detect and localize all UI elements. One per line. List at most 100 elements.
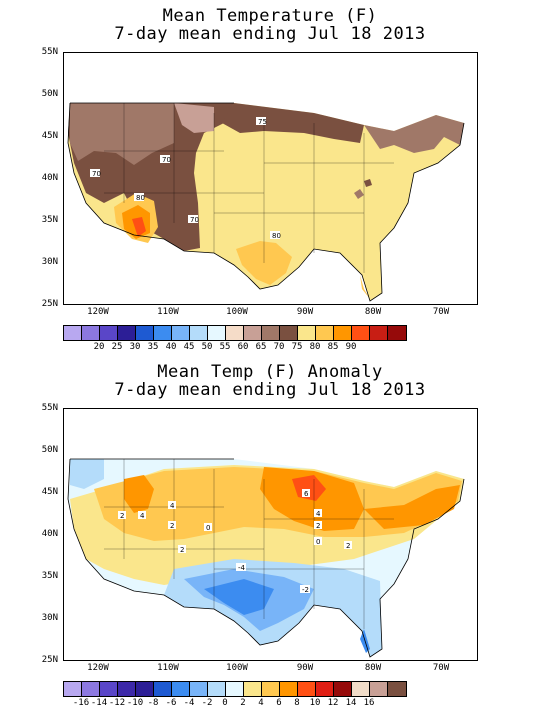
contour-label: 75 <box>258 118 267 126</box>
colorbar-label: 30 <box>129 342 141 352</box>
contour-label: 2 <box>180 546 184 554</box>
contour-label: 6 <box>304 490 309 498</box>
colorbar-label: 60 <box>237 342 249 352</box>
lat-label: 25N <box>41 299 58 309</box>
colorbar-label: 14 <box>345 698 357 708</box>
colorbar-label: -2 <box>201 698 213 708</box>
lon-label: 90W <box>296 307 314 317</box>
colorbar-swatch <box>334 682 352 696</box>
anomaly-map: 2 4 2 0 2 4 -4 -2 6 4 2 0 2 <box>63 408 478 661</box>
lat-label: 45N <box>41 131 58 141</box>
contour-label: 0 <box>316 538 320 546</box>
colorbar-swatch <box>352 682 370 696</box>
colorbar-label: 2 <box>240 698 246 708</box>
contour-label: 70 <box>162 156 171 164</box>
colorbar-swatch <box>280 326 298 340</box>
colorbar-label: 4 <box>258 698 264 708</box>
colorbar-swatch <box>208 682 226 696</box>
tan-region <box>70 103 174 165</box>
lat-label: 50N <box>41 445 58 455</box>
colorbar-label: 75 <box>291 342 303 352</box>
lon-label: 120W <box>87 307 109 317</box>
colorbar-swatch <box>172 682 190 696</box>
lon-label: 110W <box>157 663 179 673</box>
colorbar-swatch <box>298 326 316 340</box>
colorbar-swatch <box>244 682 262 696</box>
colorbar-label: -6 <box>165 698 177 708</box>
colorbar-swatch <box>280 682 298 696</box>
contour-label: -2 <box>302 586 309 594</box>
colorbar-swatch <box>82 682 100 696</box>
colorbar-label: 12 <box>327 698 339 708</box>
lon-label: 80W <box>364 663 382 673</box>
colorbar-swatch <box>334 326 352 340</box>
lat-label: 40N <box>41 173 58 183</box>
lon-label: 90W <box>296 663 314 673</box>
lat-label: 30N <box>41 257 58 267</box>
colorbar-label: -4 <box>183 698 195 708</box>
colorbar-swatch <box>244 326 262 340</box>
colorbar-swatch <box>190 682 208 696</box>
contour-label: 2 <box>316 522 320 530</box>
colorbar-swatch <box>352 326 370 340</box>
colorbar-swatch <box>298 682 316 696</box>
lon-label: 70W <box>432 663 450 673</box>
colorbar-label: 40 <box>165 342 177 352</box>
colorbar-swatch <box>316 326 334 340</box>
lat-label: 55N <box>41 403 58 413</box>
contour-label: 2 <box>170 522 174 530</box>
panel1-colorbar <box>63 325 407 341</box>
lon-label: 80W <box>364 307 382 317</box>
lon-label: 120W <box>87 663 109 673</box>
colorbar-label: 55 <box>219 342 231 352</box>
colorbar-label: 65 <box>255 342 267 352</box>
colorbar-label: 25 <box>111 342 123 352</box>
lon-label: 70W <box>432 307 450 317</box>
colorbar-label: 16 <box>363 698 375 708</box>
panel2-subtitle: 7-day mean ending Jul 18 2013 <box>114 380 426 400</box>
colorbar-swatch <box>64 682 82 696</box>
colorbar-label: 8 <box>294 698 300 708</box>
colorbar-swatch <box>64 326 82 340</box>
colorbar-label: 20 <box>93 342 105 352</box>
colorbar-label: 0 <box>222 698 228 708</box>
colorbar-label: -14 <box>90 698 108 708</box>
contour-label: 0 <box>206 524 210 532</box>
panel1-title: Mean Temperature (F) <box>162 6 378 26</box>
colorbar-label: 90 <box>345 342 357 352</box>
lon-label: 110W <box>157 307 179 317</box>
colorbar-swatch <box>154 682 172 696</box>
colorbar-swatch <box>172 326 190 340</box>
colorbar-swatch <box>388 682 406 696</box>
contour-label: 70 <box>190 216 199 224</box>
contour-label: 80 <box>272 232 281 240</box>
colorbar-label: -8 <box>147 698 159 708</box>
lat-label: 40N <box>41 529 58 539</box>
lat-label: 35N <box>41 215 58 225</box>
colorbar-swatch <box>190 326 208 340</box>
colorbar-swatch <box>118 326 136 340</box>
lat-label: 25N <box>41 655 58 665</box>
panel2-colorbar <box>63 681 407 697</box>
lon-label: 100W <box>226 307 248 317</box>
colorbar-swatch <box>100 682 118 696</box>
lat-label: 45N <box>41 487 58 497</box>
contour-label: 70 <box>92 170 101 178</box>
colorbar-label: -16 <box>72 698 90 708</box>
colorbar-swatch <box>154 326 172 340</box>
lat-label: 55N <box>41 47 58 57</box>
colorbar-label: 85 <box>327 342 339 352</box>
contour-label: 2 <box>346 542 350 550</box>
colorbar-swatch <box>226 326 244 340</box>
colorbar-swatch <box>82 326 100 340</box>
colorbar-swatch <box>388 326 406 340</box>
colorbar-swatch <box>316 682 334 696</box>
lat-label: 30N <box>41 613 58 623</box>
panel1-subtitle: 7-day mean ending Jul 18 2013 <box>114 24 426 44</box>
colorbar-label: 35 <box>147 342 159 352</box>
contour-label: 4 <box>140 512 145 520</box>
colorbar-label: 80 <box>309 342 321 352</box>
contour-label: 4 <box>170 502 175 510</box>
lat-label: 35N <box>41 571 58 581</box>
colorbar-label: -12 <box>108 698 126 708</box>
